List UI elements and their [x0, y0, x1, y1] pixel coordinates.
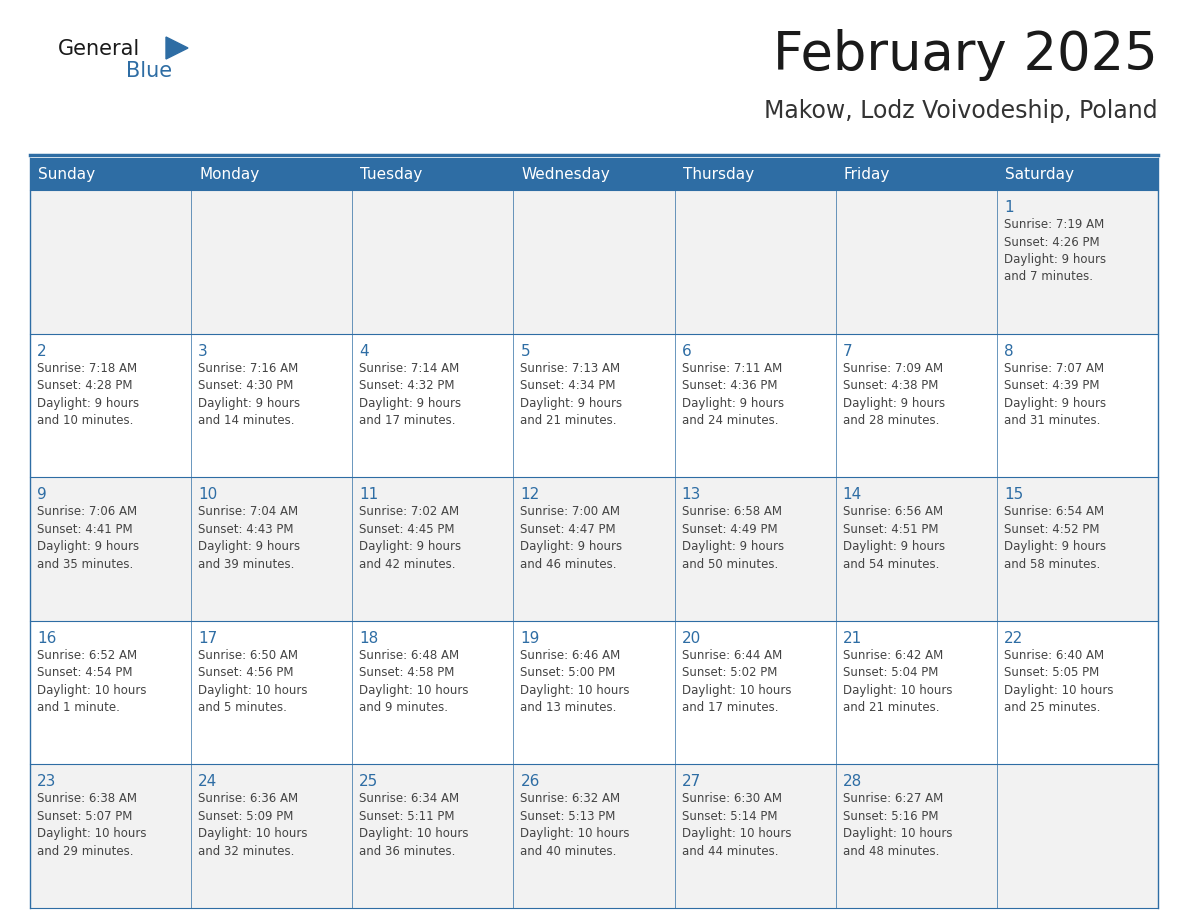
- Text: Sunrise: 7:11 AM
Sunset: 4:36 PM
Daylight: 9 hours
and 24 minutes.: Sunrise: 7:11 AM Sunset: 4:36 PM Dayligh…: [682, 362, 784, 427]
- Text: Sunrise: 6:38 AM
Sunset: 5:07 PM
Daylight: 10 hours
and 29 minutes.: Sunrise: 6:38 AM Sunset: 5:07 PM Dayligh…: [37, 792, 146, 858]
- Text: 4: 4: [359, 343, 369, 359]
- Polygon shape: [166, 37, 188, 59]
- Text: Sunrise: 6:52 AM
Sunset: 4:54 PM
Daylight: 10 hours
and 1 minute.: Sunrise: 6:52 AM Sunset: 4:54 PM Dayligh…: [37, 649, 146, 714]
- Text: 28: 28: [842, 775, 862, 789]
- Text: Sunrise: 6:36 AM
Sunset: 5:09 PM
Daylight: 10 hours
and 32 minutes.: Sunrise: 6:36 AM Sunset: 5:09 PM Dayligh…: [198, 792, 308, 858]
- Text: Sunrise: 7:14 AM
Sunset: 4:32 PM
Daylight: 9 hours
and 17 minutes.: Sunrise: 7:14 AM Sunset: 4:32 PM Dayligh…: [359, 362, 461, 427]
- Text: Friday: Friday: [843, 166, 890, 182]
- Text: Sunrise: 6:50 AM
Sunset: 4:56 PM
Daylight: 10 hours
and 5 minutes.: Sunrise: 6:50 AM Sunset: 4:56 PM Dayligh…: [198, 649, 308, 714]
- Text: Thursday: Thursday: [683, 166, 753, 182]
- Text: 17: 17: [198, 631, 217, 645]
- Text: Wednesday: Wednesday: [522, 166, 611, 182]
- Text: 25: 25: [359, 775, 379, 789]
- Text: 16: 16: [37, 631, 56, 645]
- Text: 9: 9: [37, 487, 46, 502]
- Text: 3: 3: [198, 343, 208, 359]
- Text: 1: 1: [1004, 200, 1013, 215]
- Bar: [353, 158, 513, 190]
- Text: 22: 22: [1004, 631, 1023, 645]
- Text: 7: 7: [842, 343, 852, 359]
- Text: 23: 23: [37, 775, 56, 789]
- Text: Sunrise: 6:30 AM
Sunset: 5:14 PM
Daylight: 10 hours
and 44 minutes.: Sunrise: 6:30 AM Sunset: 5:14 PM Dayligh…: [682, 792, 791, 858]
- Bar: [30, 158, 191, 190]
- Text: Sunrise: 6:34 AM
Sunset: 5:11 PM
Daylight: 10 hours
and 36 minutes.: Sunrise: 6:34 AM Sunset: 5:11 PM Dayligh…: [359, 792, 469, 858]
- Text: Sunrise: 7:19 AM
Sunset: 4:26 PM
Daylight: 9 hours
and 7 minutes.: Sunrise: 7:19 AM Sunset: 4:26 PM Dayligh…: [1004, 218, 1106, 284]
- Text: Sunrise: 6:48 AM
Sunset: 4:58 PM
Daylight: 10 hours
and 9 minutes.: Sunrise: 6:48 AM Sunset: 4:58 PM Dayligh…: [359, 649, 469, 714]
- Text: Sunday: Sunday: [38, 166, 95, 182]
- Bar: [30, 477, 1158, 621]
- Text: Sunrise: 7:16 AM
Sunset: 4:30 PM
Daylight: 9 hours
and 14 minutes.: Sunrise: 7:16 AM Sunset: 4:30 PM Dayligh…: [198, 362, 301, 427]
- Text: Sunrise: 7:06 AM
Sunset: 4:41 PM
Daylight: 9 hours
and 35 minutes.: Sunrise: 7:06 AM Sunset: 4:41 PM Dayligh…: [37, 505, 139, 571]
- Text: 19: 19: [520, 631, 539, 645]
- Bar: [191, 158, 353, 190]
- Bar: [30, 621, 1158, 765]
- Text: Sunrise: 6:58 AM
Sunset: 4:49 PM
Daylight: 9 hours
and 50 minutes.: Sunrise: 6:58 AM Sunset: 4:49 PM Dayligh…: [682, 505, 784, 571]
- Text: 13: 13: [682, 487, 701, 502]
- Text: Sunrise: 6:54 AM
Sunset: 4:52 PM
Daylight: 9 hours
and 58 minutes.: Sunrise: 6:54 AM Sunset: 4:52 PM Dayligh…: [1004, 505, 1106, 571]
- Text: 12: 12: [520, 487, 539, 502]
- Text: Sunrise: 7:04 AM
Sunset: 4:43 PM
Daylight: 9 hours
and 39 minutes.: Sunrise: 7:04 AM Sunset: 4:43 PM Dayligh…: [198, 505, 301, 571]
- Text: 26: 26: [520, 775, 539, 789]
- Text: Sunrise: 6:40 AM
Sunset: 5:05 PM
Daylight: 10 hours
and 25 minutes.: Sunrise: 6:40 AM Sunset: 5:05 PM Dayligh…: [1004, 649, 1113, 714]
- Text: Makow, Lodz Voivodeship, Poland: Makow, Lodz Voivodeship, Poland: [764, 99, 1158, 123]
- Text: 14: 14: [842, 487, 862, 502]
- Bar: [30, 190, 1158, 333]
- Text: 10: 10: [198, 487, 217, 502]
- Text: Sunrise: 6:46 AM
Sunset: 5:00 PM
Daylight: 10 hours
and 13 minutes.: Sunrise: 6:46 AM Sunset: 5:00 PM Dayligh…: [520, 649, 630, 714]
- Text: 27: 27: [682, 775, 701, 789]
- Text: Sunrise: 7:07 AM
Sunset: 4:39 PM
Daylight: 9 hours
and 31 minutes.: Sunrise: 7:07 AM Sunset: 4:39 PM Dayligh…: [1004, 362, 1106, 427]
- Text: Sunrise: 6:32 AM
Sunset: 5:13 PM
Daylight: 10 hours
and 40 minutes.: Sunrise: 6:32 AM Sunset: 5:13 PM Dayligh…: [520, 792, 630, 858]
- Text: Sunrise: 6:42 AM
Sunset: 5:04 PM
Daylight: 10 hours
and 21 minutes.: Sunrise: 6:42 AM Sunset: 5:04 PM Dayligh…: [842, 649, 953, 714]
- Text: 21: 21: [842, 631, 862, 645]
- Text: Monday: Monday: [200, 166, 259, 182]
- Bar: [997, 158, 1158, 190]
- Bar: [30, 765, 1158, 908]
- Text: 15: 15: [1004, 487, 1023, 502]
- Text: Tuesday: Tuesday: [360, 166, 423, 182]
- Text: 6: 6: [682, 343, 691, 359]
- Text: February 2025: February 2025: [773, 29, 1158, 81]
- Text: Sunrise: 7:02 AM
Sunset: 4:45 PM
Daylight: 9 hours
and 42 minutes.: Sunrise: 7:02 AM Sunset: 4:45 PM Dayligh…: [359, 505, 461, 571]
- Text: Sunrise: 6:27 AM
Sunset: 5:16 PM
Daylight: 10 hours
and 48 minutes.: Sunrise: 6:27 AM Sunset: 5:16 PM Dayligh…: [842, 792, 953, 858]
- Text: General: General: [58, 39, 140, 59]
- Text: Sunrise: 6:56 AM
Sunset: 4:51 PM
Daylight: 9 hours
and 54 minutes.: Sunrise: 6:56 AM Sunset: 4:51 PM Dayligh…: [842, 505, 944, 571]
- Bar: [675, 158, 835, 190]
- Text: 5: 5: [520, 343, 530, 359]
- Text: 11: 11: [359, 487, 379, 502]
- Text: Saturday: Saturday: [1005, 166, 1074, 182]
- Text: Sunrise: 7:13 AM
Sunset: 4:34 PM
Daylight: 9 hours
and 21 minutes.: Sunrise: 7:13 AM Sunset: 4:34 PM Dayligh…: [520, 362, 623, 427]
- Text: 18: 18: [359, 631, 379, 645]
- Text: Blue: Blue: [126, 61, 172, 81]
- Text: Sunrise: 7:18 AM
Sunset: 4:28 PM
Daylight: 9 hours
and 10 minutes.: Sunrise: 7:18 AM Sunset: 4:28 PM Dayligh…: [37, 362, 139, 427]
- Text: 24: 24: [198, 775, 217, 789]
- Text: 20: 20: [682, 631, 701, 645]
- Text: Sunrise: 7:09 AM
Sunset: 4:38 PM
Daylight: 9 hours
and 28 minutes.: Sunrise: 7:09 AM Sunset: 4:38 PM Dayligh…: [842, 362, 944, 427]
- Text: Sunrise: 7:00 AM
Sunset: 4:47 PM
Daylight: 9 hours
and 46 minutes.: Sunrise: 7:00 AM Sunset: 4:47 PM Dayligh…: [520, 505, 623, 571]
- Text: Sunrise: 6:44 AM
Sunset: 5:02 PM
Daylight: 10 hours
and 17 minutes.: Sunrise: 6:44 AM Sunset: 5:02 PM Dayligh…: [682, 649, 791, 714]
- Bar: [835, 158, 997, 190]
- Text: 8: 8: [1004, 343, 1013, 359]
- Bar: [513, 158, 675, 190]
- Bar: [30, 333, 1158, 477]
- Text: 2: 2: [37, 343, 46, 359]
